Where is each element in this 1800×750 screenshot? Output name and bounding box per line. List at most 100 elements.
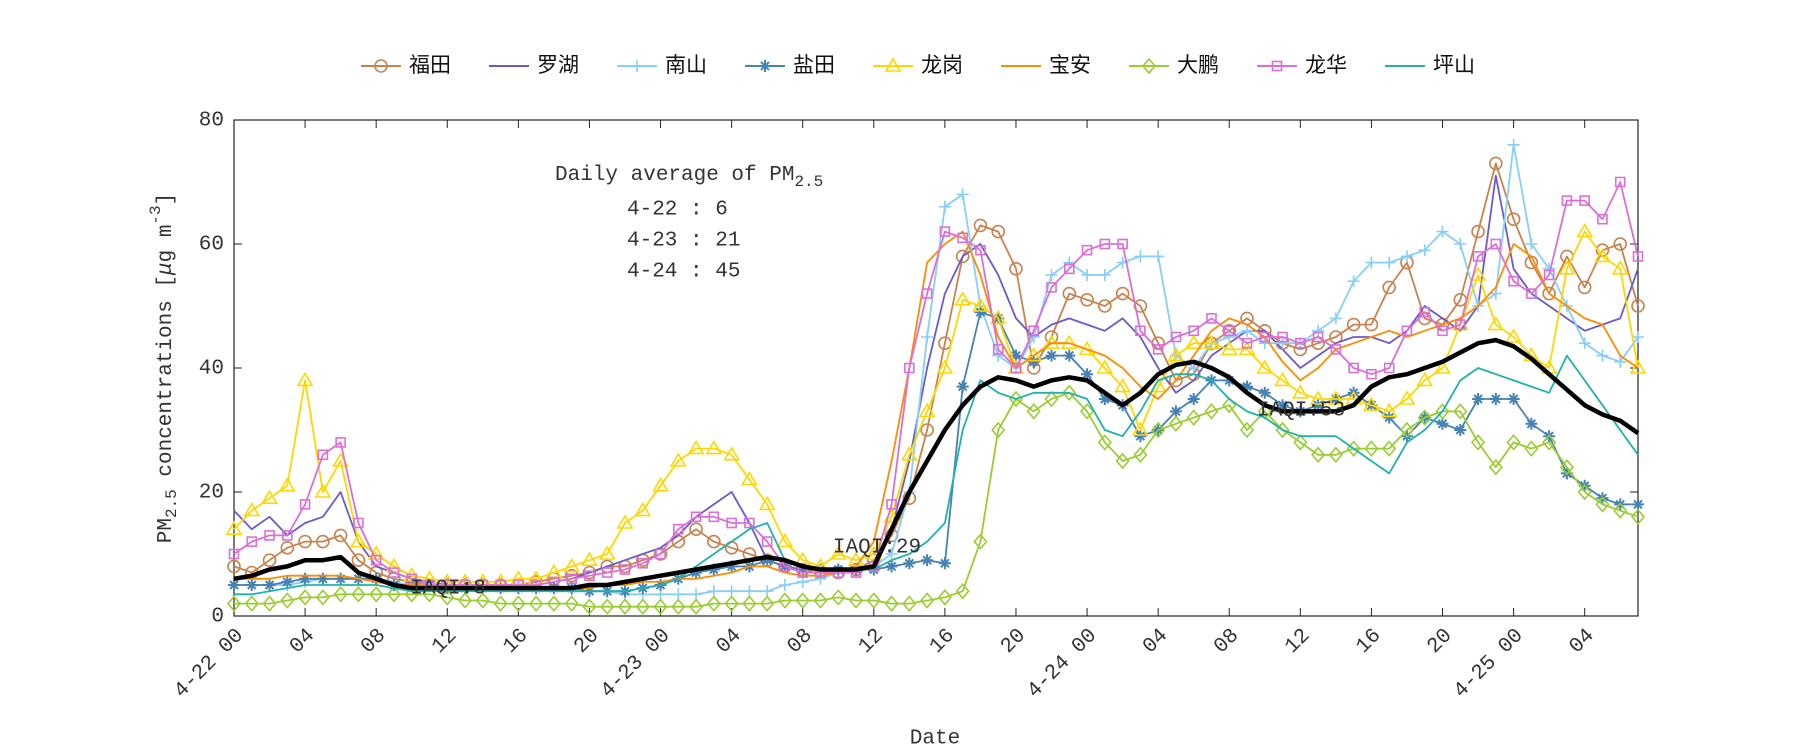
marker <box>707 534 721 549</box>
marker <box>1506 434 1521 451</box>
marker <box>992 349 1005 362</box>
marker <box>723 446 741 461</box>
marker <box>1614 355 1627 368</box>
marker <box>1631 299 1645 313</box>
marker <box>1383 411 1396 424</box>
marker <box>616 514 634 529</box>
marker <box>1330 344 1342 355</box>
marker <box>777 592 792 609</box>
marker <box>298 589 313 606</box>
marker <box>1167 347 1185 362</box>
marker <box>918 402 936 418</box>
marker <box>1454 319 1466 330</box>
marker <box>1291 384 1309 399</box>
marker <box>740 471 758 486</box>
marker <box>244 595 259 612</box>
marker <box>1418 244 1431 257</box>
y-axis-label: PM2.5 concentrations [μg m-3] <box>147 193 181 544</box>
legend-label: 龙岗 <box>921 53 963 77</box>
marker <box>566 573 577 585</box>
y-tick-label: 20 <box>199 482 224 505</box>
marker <box>655 548 666 560</box>
marker <box>1507 393 1520 405</box>
marker <box>885 548 898 560</box>
marker <box>353 517 364 529</box>
y-label-part: -3 <box>147 205 165 224</box>
marker <box>671 598 686 615</box>
marker <box>1364 440 1379 457</box>
marker <box>1027 355 1040 368</box>
marker <box>902 595 917 612</box>
legend-label: 宝安 <box>1049 53 1091 77</box>
marker <box>886 499 897 510</box>
marker <box>527 570 545 585</box>
marker <box>1558 260 1576 275</box>
marker <box>1507 138 1520 151</box>
marker <box>228 548 240 560</box>
marker <box>1365 256 1378 269</box>
marker <box>687 440 705 455</box>
marker <box>1096 359 1114 374</box>
x-tick-label: 4-24 00 <box>1023 625 1102 704</box>
marker <box>333 528 348 543</box>
marker <box>600 598 615 615</box>
marker <box>316 534 330 549</box>
marker <box>228 579 240 591</box>
marker <box>1312 324 1325 337</box>
x-tick-label: 12 <box>428 625 462 659</box>
y-label-part: concentrations [ <box>155 275 178 489</box>
marker <box>584 570 595 582</box>
marker <box>1151 421 1166 439</box>
marker <box>1117 238 1128 250</box>
marker <box>316 572 329 585</box>
marker <box>1043 334 1060 350</box>
marker <box>1131 421 1149 436</box>
marker <box>457 592 473 609</box>
marker <box>1276 337 1289 350</box>
x-tick-label: 16 <box>499 625 533 659</box>
marker <box>1525 238 1538 250</box>
marker <box>1045 349 1058 362</box>
marker <box>1508 275 1519 287</box>
marker <box>1383 362 1395 374</box>
marker <box>1542 434 1557 451</box>
marker <box>991 421 1006 439</box>
y-label-part: g m <box>155 225 178 263</box>
marker <box>1577 280 1592 295</box>
marker <box>1063 263 1075 275</box>
marker <box>1133 446 1148 464</box>
daily-average-title: Daily average of PM2.5 <box>555 164 823 192</box>
marker <box>1453 403 1468 420</box>
legend-label: 大鹏 <box>1177 53 1219 77</box>
marker <box>955 249 970 264</box>
marker <box>1169 405 1182 418</box>
x-tick-label: 12 <box>855 625 889 659</box>
marker <box>1098 393 1111 405</box>
marker <box>299 572 312 585</box>
marker <box>708 511 720 523</box>
marker <box>264 530 275 541</box>
marker <box>315 589 330 606</box>
marker <box>1133 299 1148 313</box>
marker <box>296 371 314 387</box>
marker <box>776 533 794 548</box>
marker <box>546 595 561 612</box>
marker <box>1311 446 1326 464</box>
daily-average-title-text: Daily average of PM <box>555 164 794 187</box>
x-tick-label: 08 <box>357 625 391 659</box>
marker <box>1471 224 1485 239</box>
marker <box>1187 393 1200 405</box>
marker <box>1081 368 1094 381</box>
marker <box>617 598 633 615</box>
legend-label: 罗湖 <box>537 53 579 77</box>
marker <box>564 568 579 583</box>
marker <box>406 573 418 585</box>
marker <box>760 595 775 612</box>
x-tick-label: 20 <box>1423 625 1457 659</box>
marker <box>1595 496 1610 513</box>
marker <box>653 598 668 615</box>
legend-marker <box>1141 57 1157 75</box>
marker <box>1060 334 1078 350</box>
marker <box>1470 434 1486 451</box>
